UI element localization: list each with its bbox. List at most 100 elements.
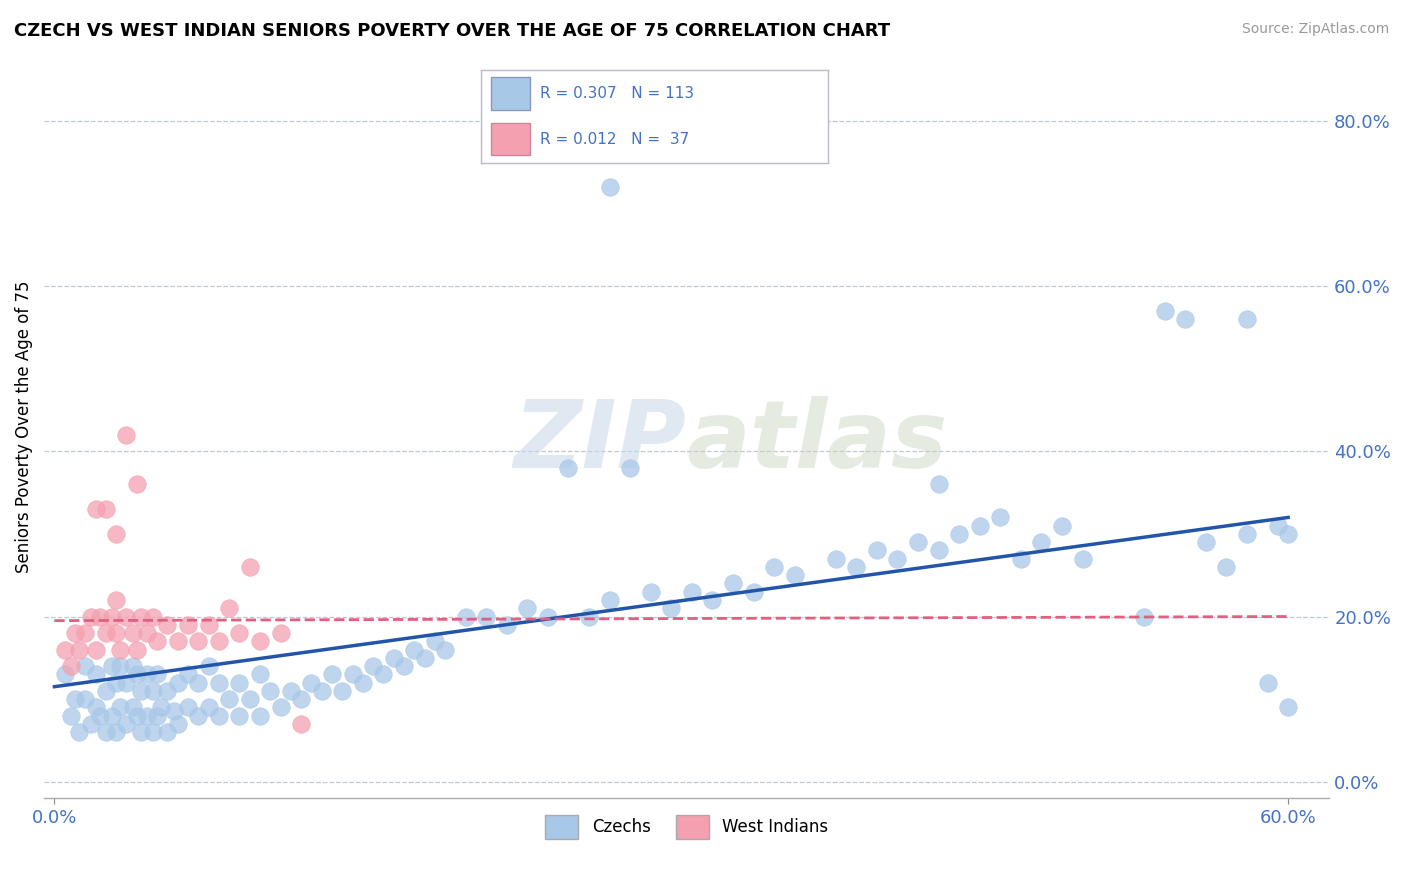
Point	[475, 609, 498, 624]
Point	[197, 700, 219, 714]
Point	[659, 601, 682, 615]
Point	[928, 477, 950, 491]
Point	[94, 725, 117, 739]
Point	[907, 535, 929, 549]
Point	[218, 601, 240, 615]
Point	[342, 667, 364, 681]
Point	[1236, 527, 1258, 541]
Point	[845, 560, 868, 574]
Point	[824, 551, 846, 566]
Point	[105, 675, 128, 690]
Point	[142, 609, 165, 624]
Point	[1215, 560, 1237, 574]
Point	[84, 667, 107, 681]
Point	[84, 700, 107, 714]
Text: atlas: atlas	[686, 395, 948, 488]
Point	[146, 708, 169, 723]
Point	[187, 634, 209, 648]
Point	[1277, 700, 1299, 714]
Point	[121, 659, 143, 673]
Text: ZIP: ZIP	[513, 395, 686, 488]
Point	[290, 716, 312, 731]
Point	[1050, 518, 1073, 533]
Point	[108, 700, 131, 714]
Point	[228, 626, 250, 640]
Point	[108, 642, 131, 657]
Point	[63, 692, 86, 706]
Point	[94, 683, 117, 698]
Point	[80, 716, 103, 731]
Point	[1257, 675, 1279, 690]
Point	[988, 510, 1011, 524]
Point	[94, 626, 117, 640]
Point	[270, 626, 292, 640]
Point	[619, 461, 641, 475]
Point	[434, 642, 457, 657]
Point	[640, 584, 662, 599]
Point	[197, 659, 219, 673]
Point	[156, 617, 179, 632]
Point	[537, 609, 560, 624]
Point	[361, 659, 384, 673]
Point	[311, 683, 333, 698]
Point	[80, 609, 103, 624]
Point	[75, 626, 97, 640]
Point	[239, 692, 262, 706]
Point	[1277, 527, 1299, 541]
Point	[249, 667, 271, 681]
Point	[239, 560, 262, 574]
Point	[599, 593, 621, 607]
Point	[53, 667, 76, 681]
Point	[208, 675, 231, 690]
Point	[75, 692, 97, 706]
Point	[352, 675, 374, 690]
Point	[280, 683, 302, 698]
Point	[928, 543, 950, 558]
Point	[115, 428, 138, 442]
Point	[218, 692, 240, 706]
Point	[948, 527, 970, 541]
Point	[125, 477, 148, 491]
Point	[404, 642, 426, 657]
Point	[373, 667, 395, 681]
Point	[578, 609, 600, 624]
Point	[115, 716, 138, 731]
Point	[135, 626, 157, 640]
Text: CZECH VS WEST INDIAN SENIORS POVERTY OVER THE AGE OF 75 CORRELATION CHART: CZECH VS WEST INDIAN SENIORS POVERTY OVE…	[14, 22, 890, 40]
Point	[290, 692, 312, 706]
Point	[84, 642, 107, 657]
Point	[156, 725, 179, 739]
Point	[59, 708, 82, 723]
Point	[177, 700, 200, 714]
Point	[89, 708, 111, 723]
Point	[413, 650, 436, 665]
Point	[259, 683, 281, 698]
Point	[187, 708, 209, 723]
Point	[249, 708, 271, 723]
Point	[115, 609, 138, 624]
Point	[208, 634, 231, 648]
Point	[125, 708, 148, 723]
Point	[1153, 304, 1175, 318]
Point	[67, 642, 90, 657]
Point	[135, 667, 157, 681]
Point	[599, 180, 621, 194]
Point	[129, 609, 152, 624]
Point	[101, 659, 124, 673]
Point	[94, 502, 117, 516]
Point	[187, 675, 209, 690]
Text: Source: ZipAtlas.com: Source: ZipAtlas.com	[1241, 22, 1389, 37]
Point	[321, 667, 343, 681]
Point	[150, 700, 173, 714]
Point	[866, 543, 889, 558]
Point	[177, 667, 200, 681]
Point	[423, 634, 446, 648]
Point	[249, 634, 271, 648]
Point	[1010, 551, 1032, 566]
Point	[142, 683, 165, 698]
Point	[886, 551, 908, 566]
Point	[105, 725, 128, 739]
Point	[105, 593, 128, 607]
Point	[516, 601, 538, 615]
Point	[557, 461, 579, 475]
